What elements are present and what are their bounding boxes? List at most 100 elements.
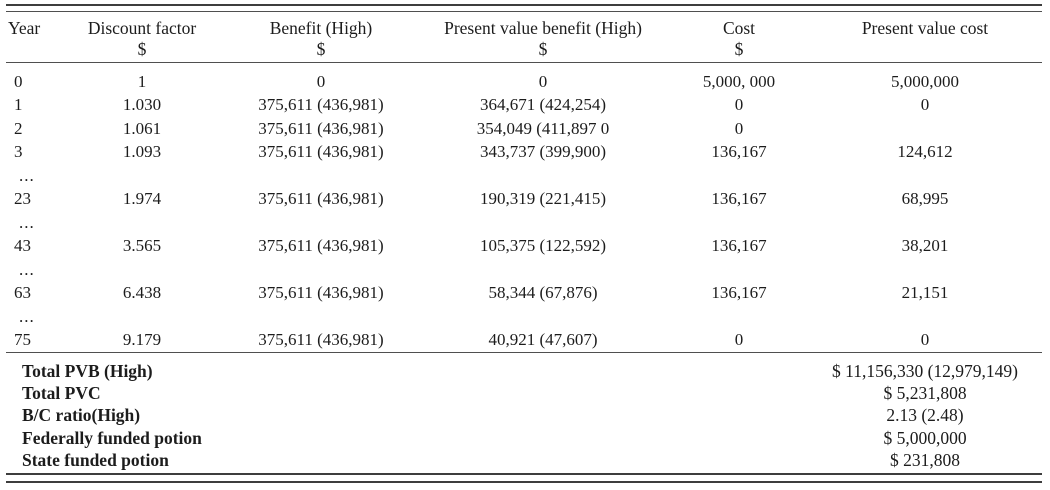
table-cell: 190,319 (221,415) [479,189,607,209]
table-cell: ... [19,212,35,232]
table-cell [416,164,670,188]
summary-label-bc-ratio: B/C ratio(High) [22,405,141,426]
header-unit: $ [734,39,744,60]
table-cell: 0 [920,95,930,115]
table-cell [226,305,416,329]
table-cell [808,164,1042,188]
table-row: 23 1.974 375,611 (436,981) 190,319 (221,415… [6,187,1042,211]
header-unit [8,39,58,60]
summary-section: Total PVB (High) $ 11,156,330 (12,979,14… [6,353,1042,473]
table-header: Year Discount factor $ Benefit (High) $ … [6,12,1042,63]
header-label: Present value cost [861,18,989,39]
header-label: Year [8,18,41,39]
header-unit [808,39,1042,60]
table-cell: 3.565 [122,236,162,256]
header-year: Year [6,12,58,63]
table-cell [226,164,416,188]
summary-row: State funded potion $ 231,808 [6,449,1042,471]
table-cell [808,211,1042,235]
table-cell [670,305,808,329]
table-cell: 0 [734,330,744,350]
summary-label-federally-funded: Federally funded potion [22,427,202,448]
header-row: Year Discount factor $ Benefit (High) $ … [6,12,1042,63]
table-cell: 375,611 (436,981) [258,118,384,138]
header-cost: Cost $ [670,12,808,63]
header-unit: $ [538,39,548,60]
summary-label-total-pvb: Total PVB (High) [22,360,153,381]
table-cell: 1 [137,71,147,91]
table-cell [416,305,670,329]
table-cell: 364,671 (424,254) [479,95,607,115]
table-cell: 375,611 (436,981) [258,95,384,115]
summary-value-total-pvc: $ 5,231,808 [883,383,967,404]
table-cell: 21,151 [901,283,949,303]
table-cell: 375,611 (436,981) [258,330,384,350]
bottom-rule-outer [6,480,1042,484]
table-cell [226,211,416,235]
summary-row: Federally funded potion $ 5,000,000 [6,427,1042,449]
table-cell: 136,167 [711,189,767,209]
table-cell: ... [19,259,35,279]
table-cell: 5,000, 000 [702,71,776,91]
table-row: 0 1 0 0 5,000, 000 5,000,000 [6,62,1042,93]
table-cell [808,258,1042,282]
header-unit: $ [316,39,326,60]
summary-value-federally-funded: $ 5,000,000 [883,427,967,448]
summary-label-total-pvc: Total PVC [22,383,101,404]
table-cell [670,164,808,188]
table-cell: 1.093 [122,142,162,162]
table-cell [670,258,808,282]
table-row: 2 1.061 375,611 (436,981) 354,049 (411,897 … [6,117,1042,141]
summary-row: Total PVC $ 5,231,808 [6,382,1042,404]
table-cell: 0 [316,71,326,91]
table-cell: 354,049 (411,897 0 [476,118,610,138]
table-row: 1 1.030 375,611 (436,981) 364,671 (424,254)… [6,93,1042,117]
ellipsis-row: ... [6,164,1042,188]
top-rule-inner [6,10,1042,13]
table-cell [58,305,226,329]
table-cell [416,211,670,235]
table-cell: 3 [14,142,23,162]
table-cell: 68,995 [901,189,949,209]
table-cell: 2 [14,118,23,138]
table-cell [808,305,1042,329]
table-cell: 63 [14,283,31,303]
table-row: 43 3.565 375,611 (436,981) 105,375 (122,592… [6,234,1042,258]
table-cell: 375,611 (436,981) [258,283,384,303]
table-cell: 43 [14,236,31,256]
table-cell [226,258,416,282]
summary-row: B/C ratio(High) 2.13 (2.48) [6,404,1042,426]
table-cell: 375,611 (436,981) [258,189,384,209]
summary-value-state-funded: $ 231,808 [890,449,960,470]
table-row: 75 9.179 375,611 (436,981) 40,921 (47,607) 0… [6,328,1042,352]
table-cell: 124,612 [897,142,953,162]
table-cell: 375,611 (436,981) [258,236,384,256]
table-cell [58,258,226,282]
table-cell: 0 [734,118,744,138]
table-cell: 5,000,000 [891,71,959,91]
table-cell [58,164,226,188]
table-cell: 0 [538,71,548,91]
table-cell: 40,921 (47,607) [488,330,598,350]
table-cell: ... [19,306,35,326]
table-cell: 375,611 (436,981) [258,142,384,162]
table-cell: 105,375 (122,592) [479,236,607,256]
table-body: 0 1 0 0 5,000, 000 5,000,000 1 1.030 375,611 (43… [6,62,1042,352]
table-cell: 136,167 [711,283,767,303]
table-cell [416,258,670,282]
benefit-cost-table: Year Discount factor $ Benefit (High) $ … [6,12,1042,353]
header-label: Discount factor [87,18,197,39]
table-row: 3 1.093 375,611 (436,981) 343,737 (399,900)… [6,140,1042,164]
table-cell: 0 [920,330,930,350]
header-present-value-benefit: Present value benefit (High) $ [416,12,670,63]
table-cell: 0 [14,71,23,91]
table-cell: 1.974 [122,189,162,209]
table-cell: 9.179 [122,330,162,350]
table-cell: 1 [14,95,23,115]
summary-value-total-pvb: $ 11,156,330 (12,979,149) [831,360,1018,381]
table-cell: 1.030 [122,95,162,115]
header-discount-factor: Discount factor $ [58,12,226,63]
table-cell [670,211,808,235]
header-unit: $ [137,39,147,60]
summary-row: Total PVB (High) $ 11,156,330 (12,979,14… [6,360,1042,382]
